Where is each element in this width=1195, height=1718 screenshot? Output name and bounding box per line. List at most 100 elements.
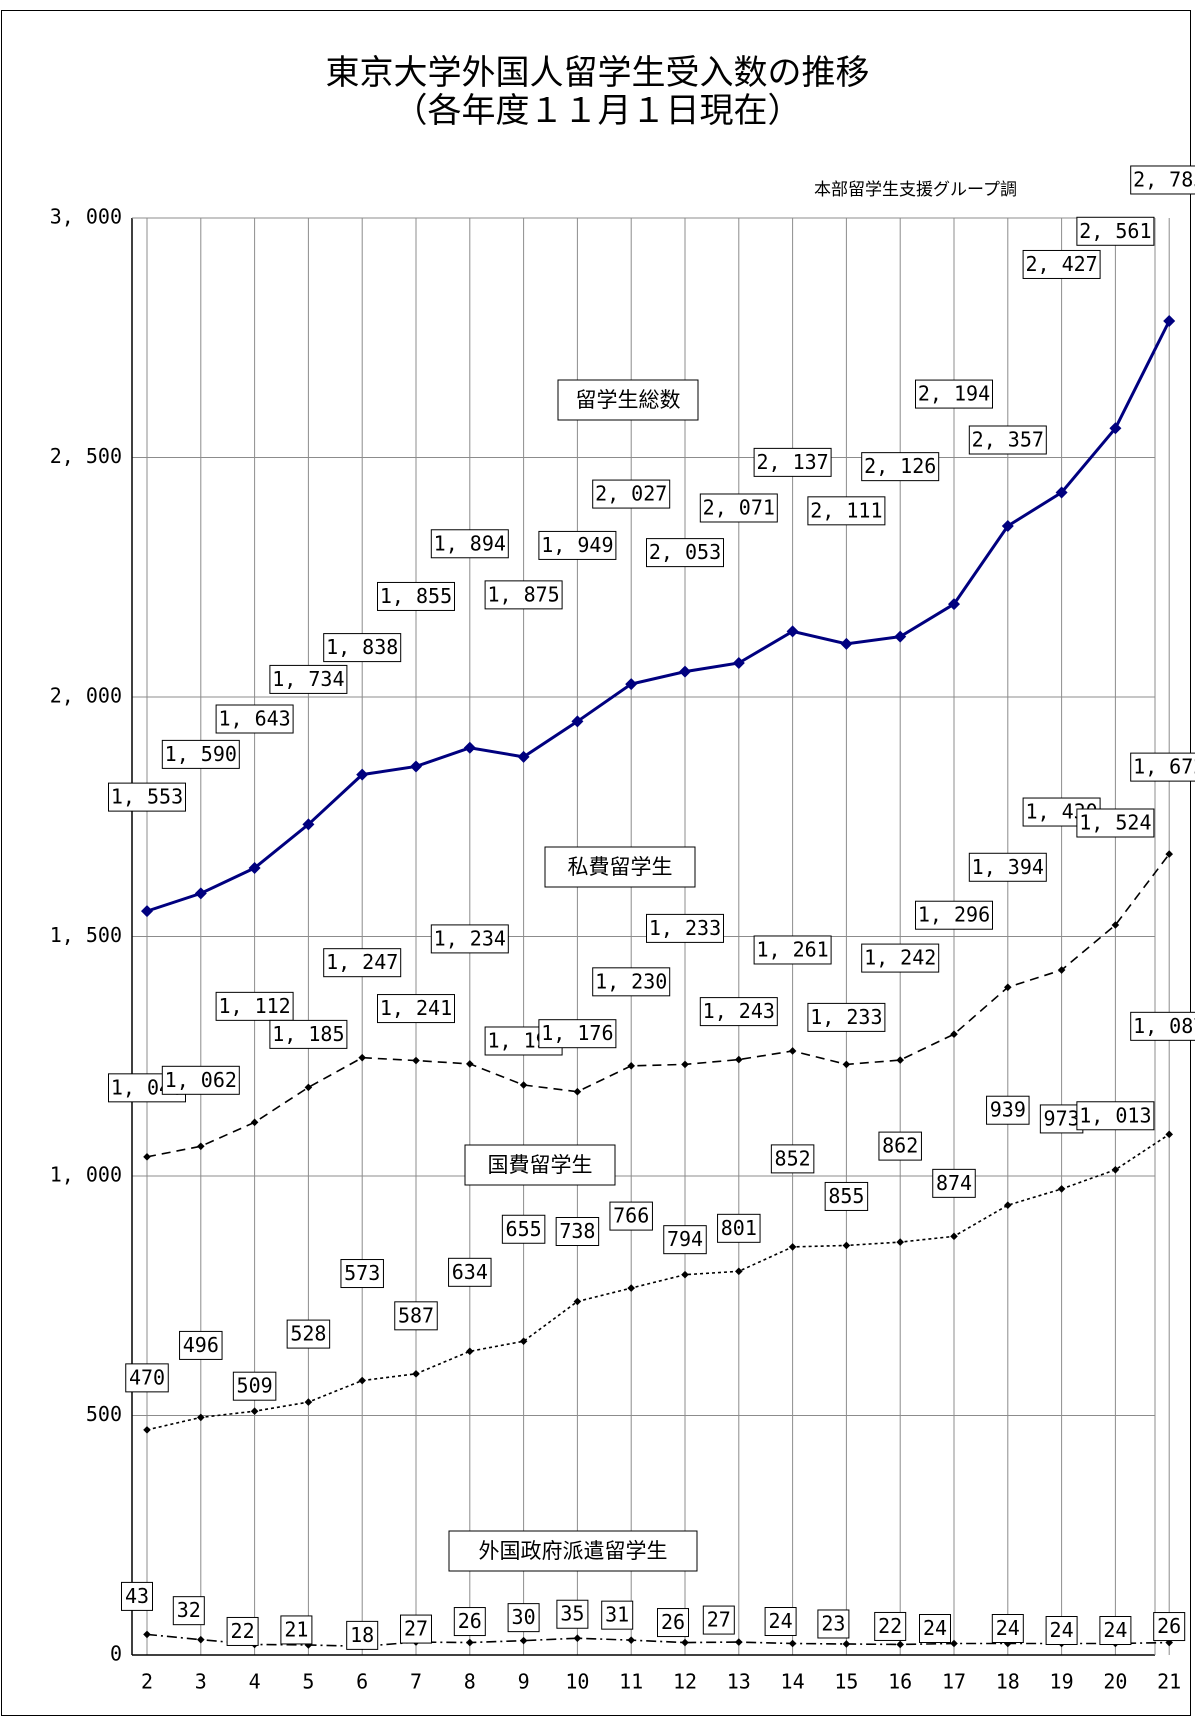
data-label: 973 xyxy=(1044,1106,1080,1130)
x-tick-label: 17 xyxy=(942,1670,966,1694)
x-tick-label: 16 xyxy=(888,1670,912,1694)
data-label: 1, 261 xyxy=(756,937,828,961)
y-tick-label: 1, 500 xyxy=(50,923,122,947)
data-label-box xyxy=(807,496,886,526)
data-point xyxy=(896,1238,904,1246)
data-point xyxy=(894,630,907,643)
data-label-box xyxy=(1130,752,1195,782)
data-label: 21 xyxy=(284,1617,308,1641)
data-label: 655 xyxy=(506,1217,542,1241)
data-label-box xyxy=(377,581,455,611)
data-point xyxy=(304,1083,313,1092)
data-point xyxy=(788,1243,797,1251)
data-point xyxy=(143,1630,151,1639)
data-label: 1, 524 xyxy=(1079,811,1151,835)
data-label: 528 xyxy=(290,1322,326,1346)
data-point xyxy=(517,750,530,763)
data-point xyxy=(627,1636,635,1644)
data-label: 2, 194 xyxy=(918,382,990,406)
data-label-box xyxy=(1022,249,1101,279)
data-point xyxy=(197,1635,205,1644)
data-point xyxy=(1055,486,1068,499)
data-label: 1, 087 xyxy=(1133,1014,1195,1038)
data-label-box xyxy=(179,1330,223,1360)
data-label-box xyxy=(1045,1616,1078,1646)
data-label: 22 xyxy=(878,1614,902,1638)
data-label: 1, 112 xyxy=(218,994,290,1018)
data-point xyxy=(1001,519,1014,532)
data-label: 496 xyxy=(183,1333,219,1357)
data-point xyxy=(1111,921,1120,929)
data-point xyxy=(463,741,476,754)
data-point xyxy=(519,1337,528,1346)
data-point xyxy=(466,1347,474,1356)
data-point xyxy=(197,1413,205,1422)
data-label-box xyxy=(507,1603,540,1633)
data-point xyxy=(735,1638,743,1646)
data-label: 862 xyxy=(882,1134,918,1158)
data-label: 766 xyxy=(613,1204,649,1228)
data-label-box xyxy=(592,967,671,997)
data-label: 2, 027 xyxy=(595,482,667,506)
data-label: 2, 111 xyxy=(810,498,882,522)
series-name-box xyxy=(544,846,696,888)
data-label: 1, 643 xyxy=(218,707,290,731)
x-tick-label: 18 xyxy=(996,1670,1020,1694)
x-tick-label: 19 xyxy=(1050,1670,1074,1694)
data-label-box xyxy=(555,1216,600,1246)
data-label-box xyxy=(968,852,1047,882)
data-label: 24 xyxy=(996,1616,1020,1640)
data-point xyxy=(519,1636,528,1645)
data-point xyxy=(1057,966,1066,974)
data-label-box xyxy=(280,1615,313,1645)
data-label: 1, 185 xyxy=(272,1022,344,1046)
data-label: 634 xyxy=(452,1260,488,1284)
data-label-box xyxy=(699,997,778,1027)
data-label: 26 xyxy=(661,1610,685,1634)
data-point xyxy=(679,665,691,678)
y-tick-label: 3, 000 xyxy=(50,205,122,229)
data-point xyxy=(412,1056,420,1065)
data-point xyxy=(1057,1185,1066,1193)
data-label: 738 xyxy=(559,1219,595,1243)
data-label-box xyxy=(269,1019,348,1049)
data-label: 1, 672 xyxy=(1133,755,1195,779)
data-point xyxy=(358,1376,366,1385)
x-tick-label: 21 xyxy=(1157,1670,1181,1694)
data-label: 1, 013 xyxy=(1079,1103,1151,1127)
data-point xyxy=(302,818,315,831)
x-tick-label: 14 xyxy=(781,1670,805,1694)
data-label-box xyxy=(394,1301,438,1331)
data-label: 1, 241 xyxy=(380,996,452,1020)
data-point xyxy=(573,1297,582,1306)
data-label: 874 xyxy=(936,1171,972,1195)
data-label: 1, 949 xyxy=(541,533,613,557)
data-point xyxy=(466,1638,474,1647)
x-tick-label: 4 xyxy=(249,1670,261,1694)
data-point xyxy=(250,1118,259,1127)
data-point xyxy=(1163,314,1176,327)
data-label: 1, 176 xyxy=(541,1021,613,1045)
series-line xyxy=(146,320,1171,913)
data-point xyxy=(788,1639,797,1648)
data-label: 2, 427 xyxy=(1025,252,1097,276)
series-line xyxy=(146,853,1170,1158)
data-label: 1, 062 xyxy=(165,1068,237,1092)
data-point xyxy=(842,1060,851,1069)
data-point xyxy=(1109,422,1122,435)
data-label-box xyxy=(400,1614,432,1644)
x-tick-label: 6 xyxy=(356,1670,368,1694)
data-point xyxy=(143,1153,151,1161)
y-tick-label: 2, 500 xyxy=(50,444,122,468)
data-label: 1, 838 xyxy=(326,635,398,659)
data-label: 939 xyxy=(990,1098,1026,1122)
data-point xyxy=(571,715,584,728)
data-point xyxy=(735,1267,743,1276)
data-point xyxy=(1004,983,1012,992)
data-label-box xyxy=(269,664,348,694)
data-label-box xyxy=(646,913,724,943)
data-point xyxy=(842,1640,851,1648)
data-label: 1, 894 xyxy=(434,531,506,555)
data-point xyxy=(840,637,853,650)
data-label-box xyxy=(646,538,724,568)
